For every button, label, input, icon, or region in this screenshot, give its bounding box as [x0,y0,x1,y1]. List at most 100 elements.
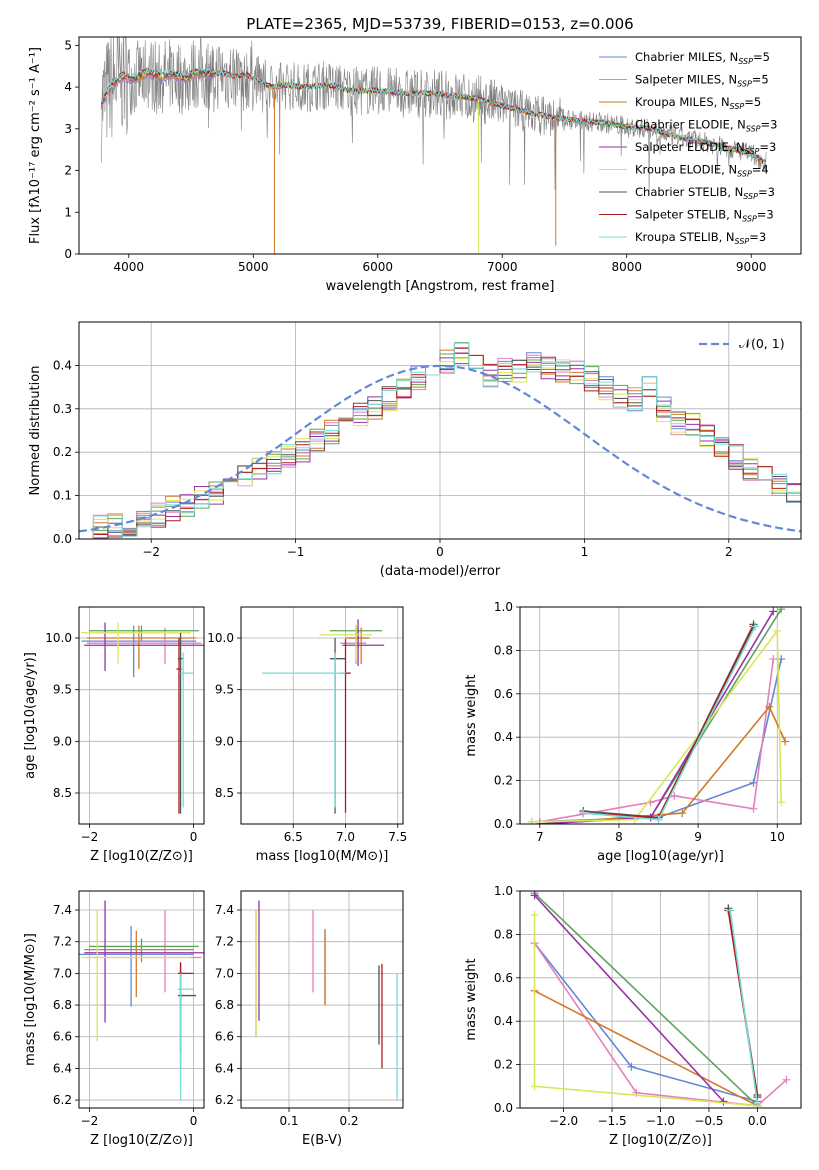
x-tick-label: 1 [581,545,589,559]
y-tick-label: 0.4 [53,358,72,372]
legend-subscript: SSP [745,147,760,156]
plot-area-mass_vs_ebv [255,900,398,1101]
y-tick-label: 0.0 [494,817,513,831]
weight-line-2 [539,705,786,824]
y-tick-label: 7.0 [215,966,234,980]
legend-suffix: =5 [752,73,769,87]
x-axis-label: Z [log10(Z/Z⊙)] [609,1133,712,1148]
y-tick-label: 8.5 [53,786,72,800]
x-tick-label: 0 [190,830,198,844]
legend-suffix: =3 [749,230,766,244]
weight-line-0 [533,942,758,1103]
y-tick-label: 0.8 [494,927,513,941]
y-tick-label: 6.4 [53,1061,72,1075]
plot-area-age_vs_Z [81,622,204,814]
weight-marker [781,737,790,746]
weight-marker [753,1099,762,1108]
weight-marker [627,1062,636,1071]
x-tick-label: 0 [436,545,444,559]
y-tick-label: 0.4 [494,730,513,744]
x-tick-label: 7000 [487,260,518,274]
x-tick-label: 0 [190,1114,198,1128]
x-tick-label: 9000 [736,260,767,274]
weight-line-8 [729,910,759,1104]
axes-frame [240,890,404,1109]
y-tick-label: 0.3 [53,402,72,416]
plot-area-weight_vs_age [527,607,790,824]
x-axis-label: Z [log10(Z/Z⊙)] [90,849,193,864]
y-tick-label: 0.2 [494,774,513,788]
spectrum-legend: Chabrier MILES, NSSP=5 Salpeter MILES, NS… [599,50,777,246]
plots-container: 4000 5000 6000 7000 8000 9000012345wavelength… [23,36,802,1148]
x-tick-label: 0.2 [339,1114,358,1128]
y-tick-label: 3 [64,122,72,136]
y-tick-label: 6.6 [53,1030,72,1044]
y-tick-label: 1.0 [494,884,513,898]
x-tick-label: 4000 [114,260,145,274]
weight-marker [769,607,778,616]
y-tick-label: 10.0 [207,631,234,645]
histogram-step-2 [79,347,801,539]
x-axis-label: age [log10(age/yr)] [597,849,724,864]
legend-subscript: SSP [738,57,753,66]
y-tick-label: 0.2 [494,1058,513,1072]
panel-age_vs_mass: 6.5 7.0 7.5 8.5 9.0 9.5 10.0 mass [log10(M/M⊙)] [207,606,407,864]
weight-line-0 [531,658,782,823]
y-tick-label: 6.8 [215,998,234,1012]
weight-marker [654,815,663,824]
y-tick-label: 0.0 [494,1101,513,1115]
x-axis-label: (data-model)/error [380,564,501,579]
legend-label: Kroupa ELODIE, NSSP=4 [635,163,769,179]
legend-subscript: SSP [743,192,758,201]
x-tick-label: −2 [142,545,160,559]
y-tick-label: 6.8 [53,998,72,1012]
y-tick-label: 1 [64,205,72,219]
y-tick-label: 1.0 [494,600,513,614]
axes-frame [519,606,802,825]
legend-label: Kroupa MILES, NSSP=5 [635,95,761,111]
plot-area-residuals [79,342,801,539]
weight-marker [527,817,536,824]
axes-frame [240,606,404,825]
x-tick-label: 10 [770,830,785,844]
x-axis-label: E(B-V) [302,1133,342,1148]
weight-marker [749,804,758,813]
axes-frame [78,36,802,255]
legend-label: Kroupa STELIB, NSSP=3 [635,230,766,246]
x-tick-label: −2.0 [549,1114,578,1128]
x-tick-label: 6.5 [284,830,303,844]
plot-area-spectrum [100,37,767,254]
y-tick-label: 8.5 [215,786,234,800]
y-tick-label: 6.2 [215,1093,234,1107]
weight-marker [719,1097,728,1106]
weight-marker [530,1082,539,1091]
y-tick-label: 6.6 [215,1030,234,1044]
gaussian-curve [79,364,801,533]
legend-label: Salpeter ELODIE, NSSP=3 [635,140,776,156]
legend-suffix: =3 [758,185,775,199]
legend-suffix: =5 [753,50,770,64]
axes-frame [78,890,205,1109]
y-axis-label: age [log10(age/yr)] [23,652,38,779]
weight-line-8 [583,626,756,821]
figure-title: PLATE=2365, MJD=53739, FIBERID=0153, z=0… [246,15,633,33]
model-line-8 [100,66,766,164]
y-tick-label: 7.2 [215,935,234,949]
weight-marker [769,655,778,664]
x-tick-label: 9 [694,830,702,844]
panel-weight_vs_age: 7 8 9 10 0.0 0.2 0.4 0.6 0.8 1.0 age [log10(age/yr… [464,600,802,864]
weight-line-4 [533,894,725,1103]
x-tick-label: 7 [536,830,544,844]
legend-suffix: =5 [744,95,761,109]
x-tick-label: 7.5 [388,830,407,844]
y-tick-label: 2 [64,164,72,178]
weight-line-2 [534,990,758,1107]
y-axis-label: Flux [fλ10⁻¹⁷ erg cm⁻² s⁻¹ A⁻¹] [28,47,43,244]
legend-label: Chabrier STELIB, NSSP=3 [635,185,775,201]
legend-subscript: SSP [737,80,752,89]
plot-area-age_vs_mass [261,619,385,814]
x-axis-label: wavelength [Angstrom, rest frame] [326,279,555,294]
panel-mass_vs_ebv: 0.1 0.2 6.2 6.4 6.6 6.8 7.0 7.2 7.4 E(B-V) [215,890,404,1148]
legend-subscript: SSP [746,125,761,134]
